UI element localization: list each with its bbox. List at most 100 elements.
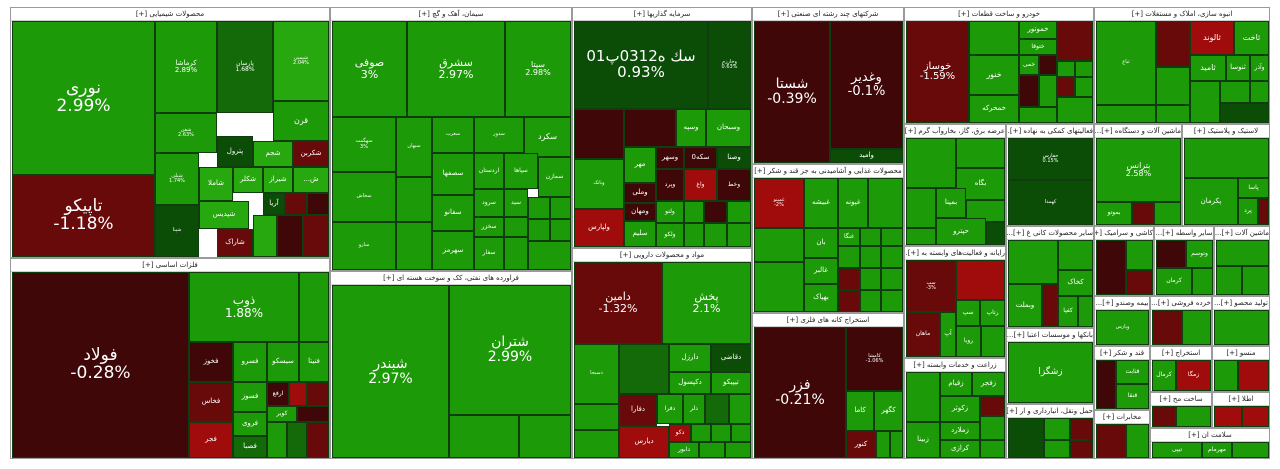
tile-khmotor[interactable]: خموتور [1019,21,1057,39]
tile-au-f[interactable] [1075,61,1093,77]
tile-re-f[interactable] [1220,81,1250,103]
tile-dabor[interactable]: دابور [669,442,699,458]
tile-salim[interactable]: ولپارس [574,209,624,247]
tile-fo-i[interactable] [881,246,903,268]
tile-f-misc6[interactable] [307,422,329,458]
tile-fo-a[interactable]: غمینو -2% [754,178,804,228]
tile-mc-b[interactable] [1154,202,1181,225]
tile-cem-b[interactable]: سبهان [396,117,432,177]
tile-ce-a[interactable] [1096,240,1126,295]
tile-shakalar[interactable]: شکلر [233,167,263,193]
tile-shasta[interactable]: شستا -0.39% [754,21,830,163]
tile-shepli[interactable]: شپلی 1.74% [155,153,199,205]
tile-el-c[interactable] [906,188,936,228]
tile-sakht[interactable]: ثاخت [1234,21,1269,55]
tile-inv-b[interactable] [624,109,676,147]
sector-title[interactable]: لاستیک و پلاستیک [+] [1183,125,1269,138]
tile-misc-a[interactable] [285,193,307,215]
tile-rb-c[interactable]: پرد [1238,198,1258,225]
tile-mn-d[interactable]: کفپا [1058,296,1078,327]
tile-re-c[interactable]: وآذر [1250,55,1269,81]
tile-re-a[interactable]: ثباغ [1096,21,1156,105]
tile-inv-f[interactable]: وخط [717,169,751,201]
sector-title[interactable]: منسو [+] [1213,347,1269,360]
sector-title[interactable]: اطلا [+] [1213,393,1269,406]
tile-ph-d[interactable]: دفرا [657,394,683,424]
tile-vabmelat[interactable]: زشگزا [1008,342,1093,403]
tile-inv-g[interactable]: ولتو [656,201,684,223]
tile-shimi[interactable]: شیمیی 2.04% [273,21,329,101]
tile-ghalbor[interactable]: غالبر [804,258,838,284]
sector-title[interactable]: انبوه سازی، املاک و مستغلات [+] [1095,8,1269,21]
tile-ag-a[interactable] [906,372,940,422]
tile-zob[interactable]: ذوب 1.88% [189,272,299,342]
tile-salvand[interactable]: ثالوند [1190,21,1234,55]
sector-title[interactable]: استخراج کانه های فلزی [+] [753,314,903,327]
tile-tipi[interactable] [1216,240,1269,266]
tile-fo-d[interactable]: غنگا [838,228,860,246]
tile-damin[interactable]: دامین -1.32% [574,262,662,344]
tile-shamla[interactable]: شاملا [199,167,233,201]
tile-inv-d[interactable]: وپرد [656,169,684,201]
tile-f-misc1[interactable] [289,382,307,406]
tile-sk0312p01[interactable]: سك ه0312پ01 0.93% [574,21,708,109]
tile-tc-a[interactable] [1096,424,1126,458]
tile-khtoogha[interactable]: ختوقا [1019,39,1057,55]
tile-re-h[interactable] [1096,105,1156,123]
tile-mn-a[interactable] [1008,240,1058,284]
tile-cem-i[interactable] [528,197,550,219]
tile-kermasha[interactable]: کرماشا 2.89% [155,21,217,113]
tile-cp-d[interactable]: رتاپ [980,300,1005,326]
sector-title[interactable]: سلامت ان [+] [1151,429,1269,442]
tile-inv-j[interactable] [727,201,751,223]
sector-title[interactable]: عرضه برق، گاز، بخاروآب گرم [+] [905,125,1005,138]
tile-tr-e[interactable] [1070,440,1093,458]
sector-title[interactable]: تولید محصو [+]... [1213,297,1269,310]
tile-foolad[interactable]: فولاد -0.28% [12,272,189,458]
tile-fo-g[interactable] [838,246,860,268]
tile-khak[interactable]: وبملت [1008,284,1042,327]
tile-safano[interactable]: سفانو [432,195,474,231]
tile-samid[interactable]: ثامید [1190,55,1226,81]
tile-shemisc[interactable]: شپنا [155,205,199,257]
tile-valbahman[interactable]: وتوسم [1186,240,1213,268]
tile-kahmada[interactable]: کخاک [1058,270,1093,296]
tile-pakraman[interactable]: پکرمان [1184,178,1238,225]
sector-title[interactable]: خرده فروشی [+]... [1151,297,1211,310]
tile-m2-b[interactable] [1242,266,1269,295]
tile-ardestan[interactable]: اردستان [474,153,504,189]
tile-sisco[interactable]: سیسکو [267,342,299,382]
tile-cem-m[interactable] [550,219,571,241]
tile-au-j[interactable] [1075,77,1093,97]
tile-au-b[interactable] [1057,21,1093,61]
tile-au-c[interactable]: خمی [1019,55,1039,75]
tile-ph-e[interactable]: دلر [683,394,705,424]
tile-el-a[interactable] [906,138,956,188]
tile-au-a[interactable] [969,21,1019,55]
tile-cem-g[interactable] [396,177,432,222]
tile-kavir[interactable]: کویر [267,406,297,422]
tile-dafara[interactable]: دفارا [619,394,657,426]
tile-cem-k[interactable] [504,217,528,237]
tile-nori[interactable]: نوری 2.99% [12,21,155,175]
tile-fasro[interactable]: فسرو [233,342,267,382]
tile-shiraz[interactable]: شیراز [263,167,293,193]
tile-kegohar[interactable]: کگهر [874,391,903,431]
tile-tc-b[interactable] [1126,424,1149,458]
tile-cp-a[interactable]: سپ -3% [906,260,956,312]
tile-ph-i[interactable]: دکو [669,424,691,442]
tile-vatoosm[interactable]: کرمان [1156,268,1192,295]
tile-sakhzar[interactable]: سخزر [474,217,504,237]
sector-title[interactable]: محصولات غذایی و آشامیدنی به جز قند و شکر… [753,165,903,178]
tile-inv-h[interactable] [684,201,704,223]
tile-shapdis[interactable]: شپدیس [199,201,249,229]
tile-re-d[interactable] [1156,67,1190,105]
tile-ph-b[interactable] [619,344,669,394]
tile-m2-a[interactable] [1216,266,1242,295]
tile-cem-c[interactable]: سغرب [432,117,474,153]
tile-inv-l[interactable] [704,223,727,247]
tile-zob2[interactable] [299,272,329,342]
tile-fravi[interactable]: فروی [233,412,267,436]
tile-tipiko[interactable]: تیپیکو [711,372,751,394]
tile-zamga[interactable]: مهرمام [1202,442,1232,458]
